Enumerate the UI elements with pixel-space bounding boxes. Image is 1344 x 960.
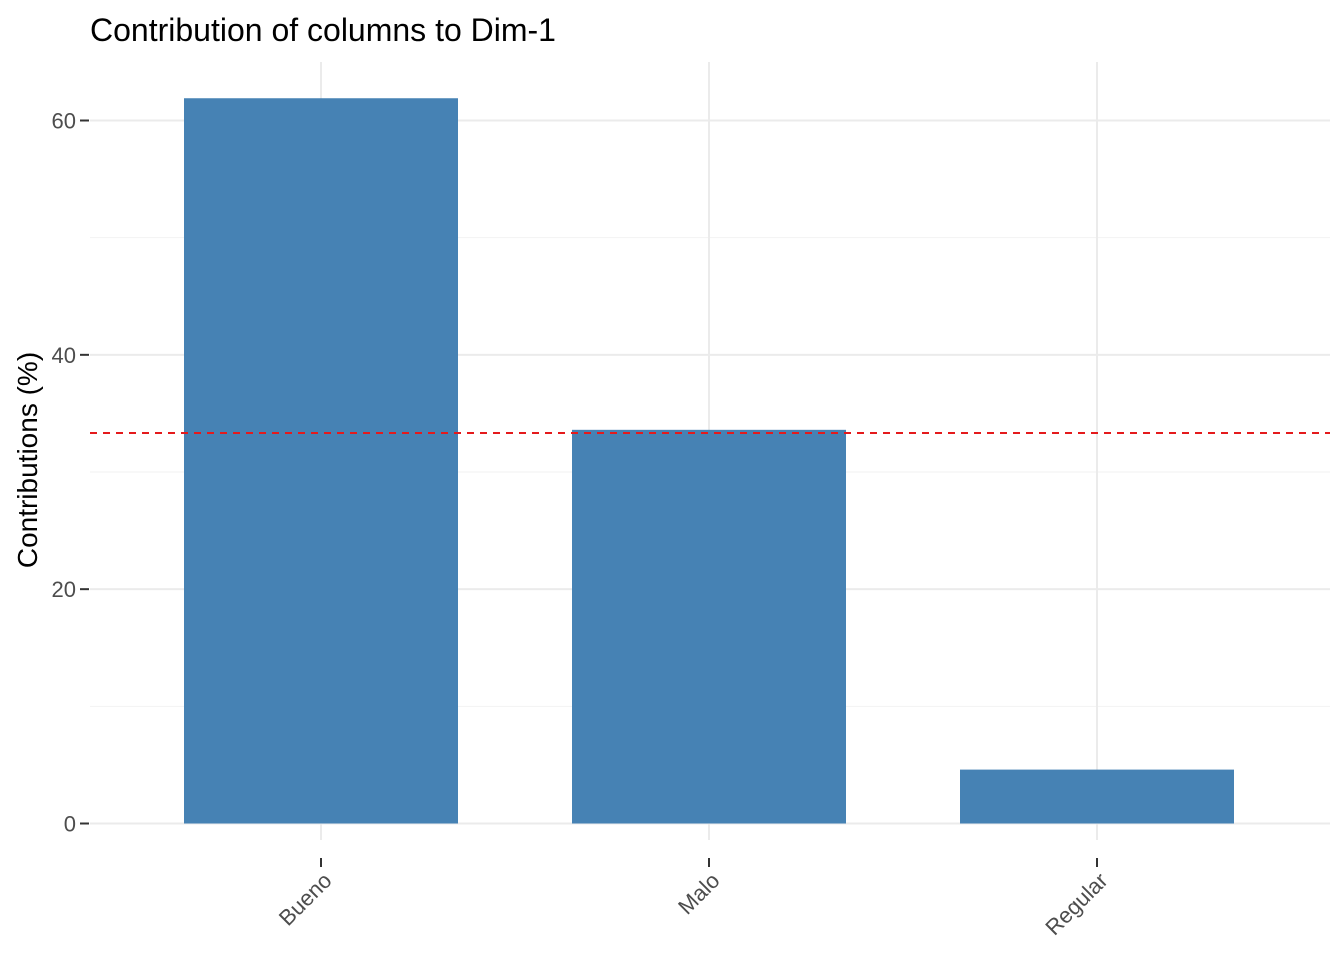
bar-bueno — [184, 98, 458, 824]
y-tick-label: 60 — [52, 109, 76, 134]
bar-malo — [572, 429, 846, 824]
chart-title: Contribution of columns to Dim-1 — [90, 12, 556, 48]
x-tick-label-regular: Regular — [1040, 868, 1112, 940]
y-tick-label: 40 — [52, 343, 76, 368]
y-tick-label: 0 — [64, 812, 76, 837]
x-tick-label-malo: Malo — [673, 868, 724, 919]
x-tick-label-bueno: Bueno — [274, 868, 337, 931]
bars-layer — [184, 98, 1234, 824]
y-tick-label: 20 — [52, 577, 76, 602]
y-axis-title: Contributions (%) — [12, 352, 43, 568]
x-axis: Bueno Malo Regular — [274, 858, 1113, 940]
y-axis: 0 20 40 60 — [52, 109, 89, 837]
bar-regular — [960, 769, 1234, 824]
